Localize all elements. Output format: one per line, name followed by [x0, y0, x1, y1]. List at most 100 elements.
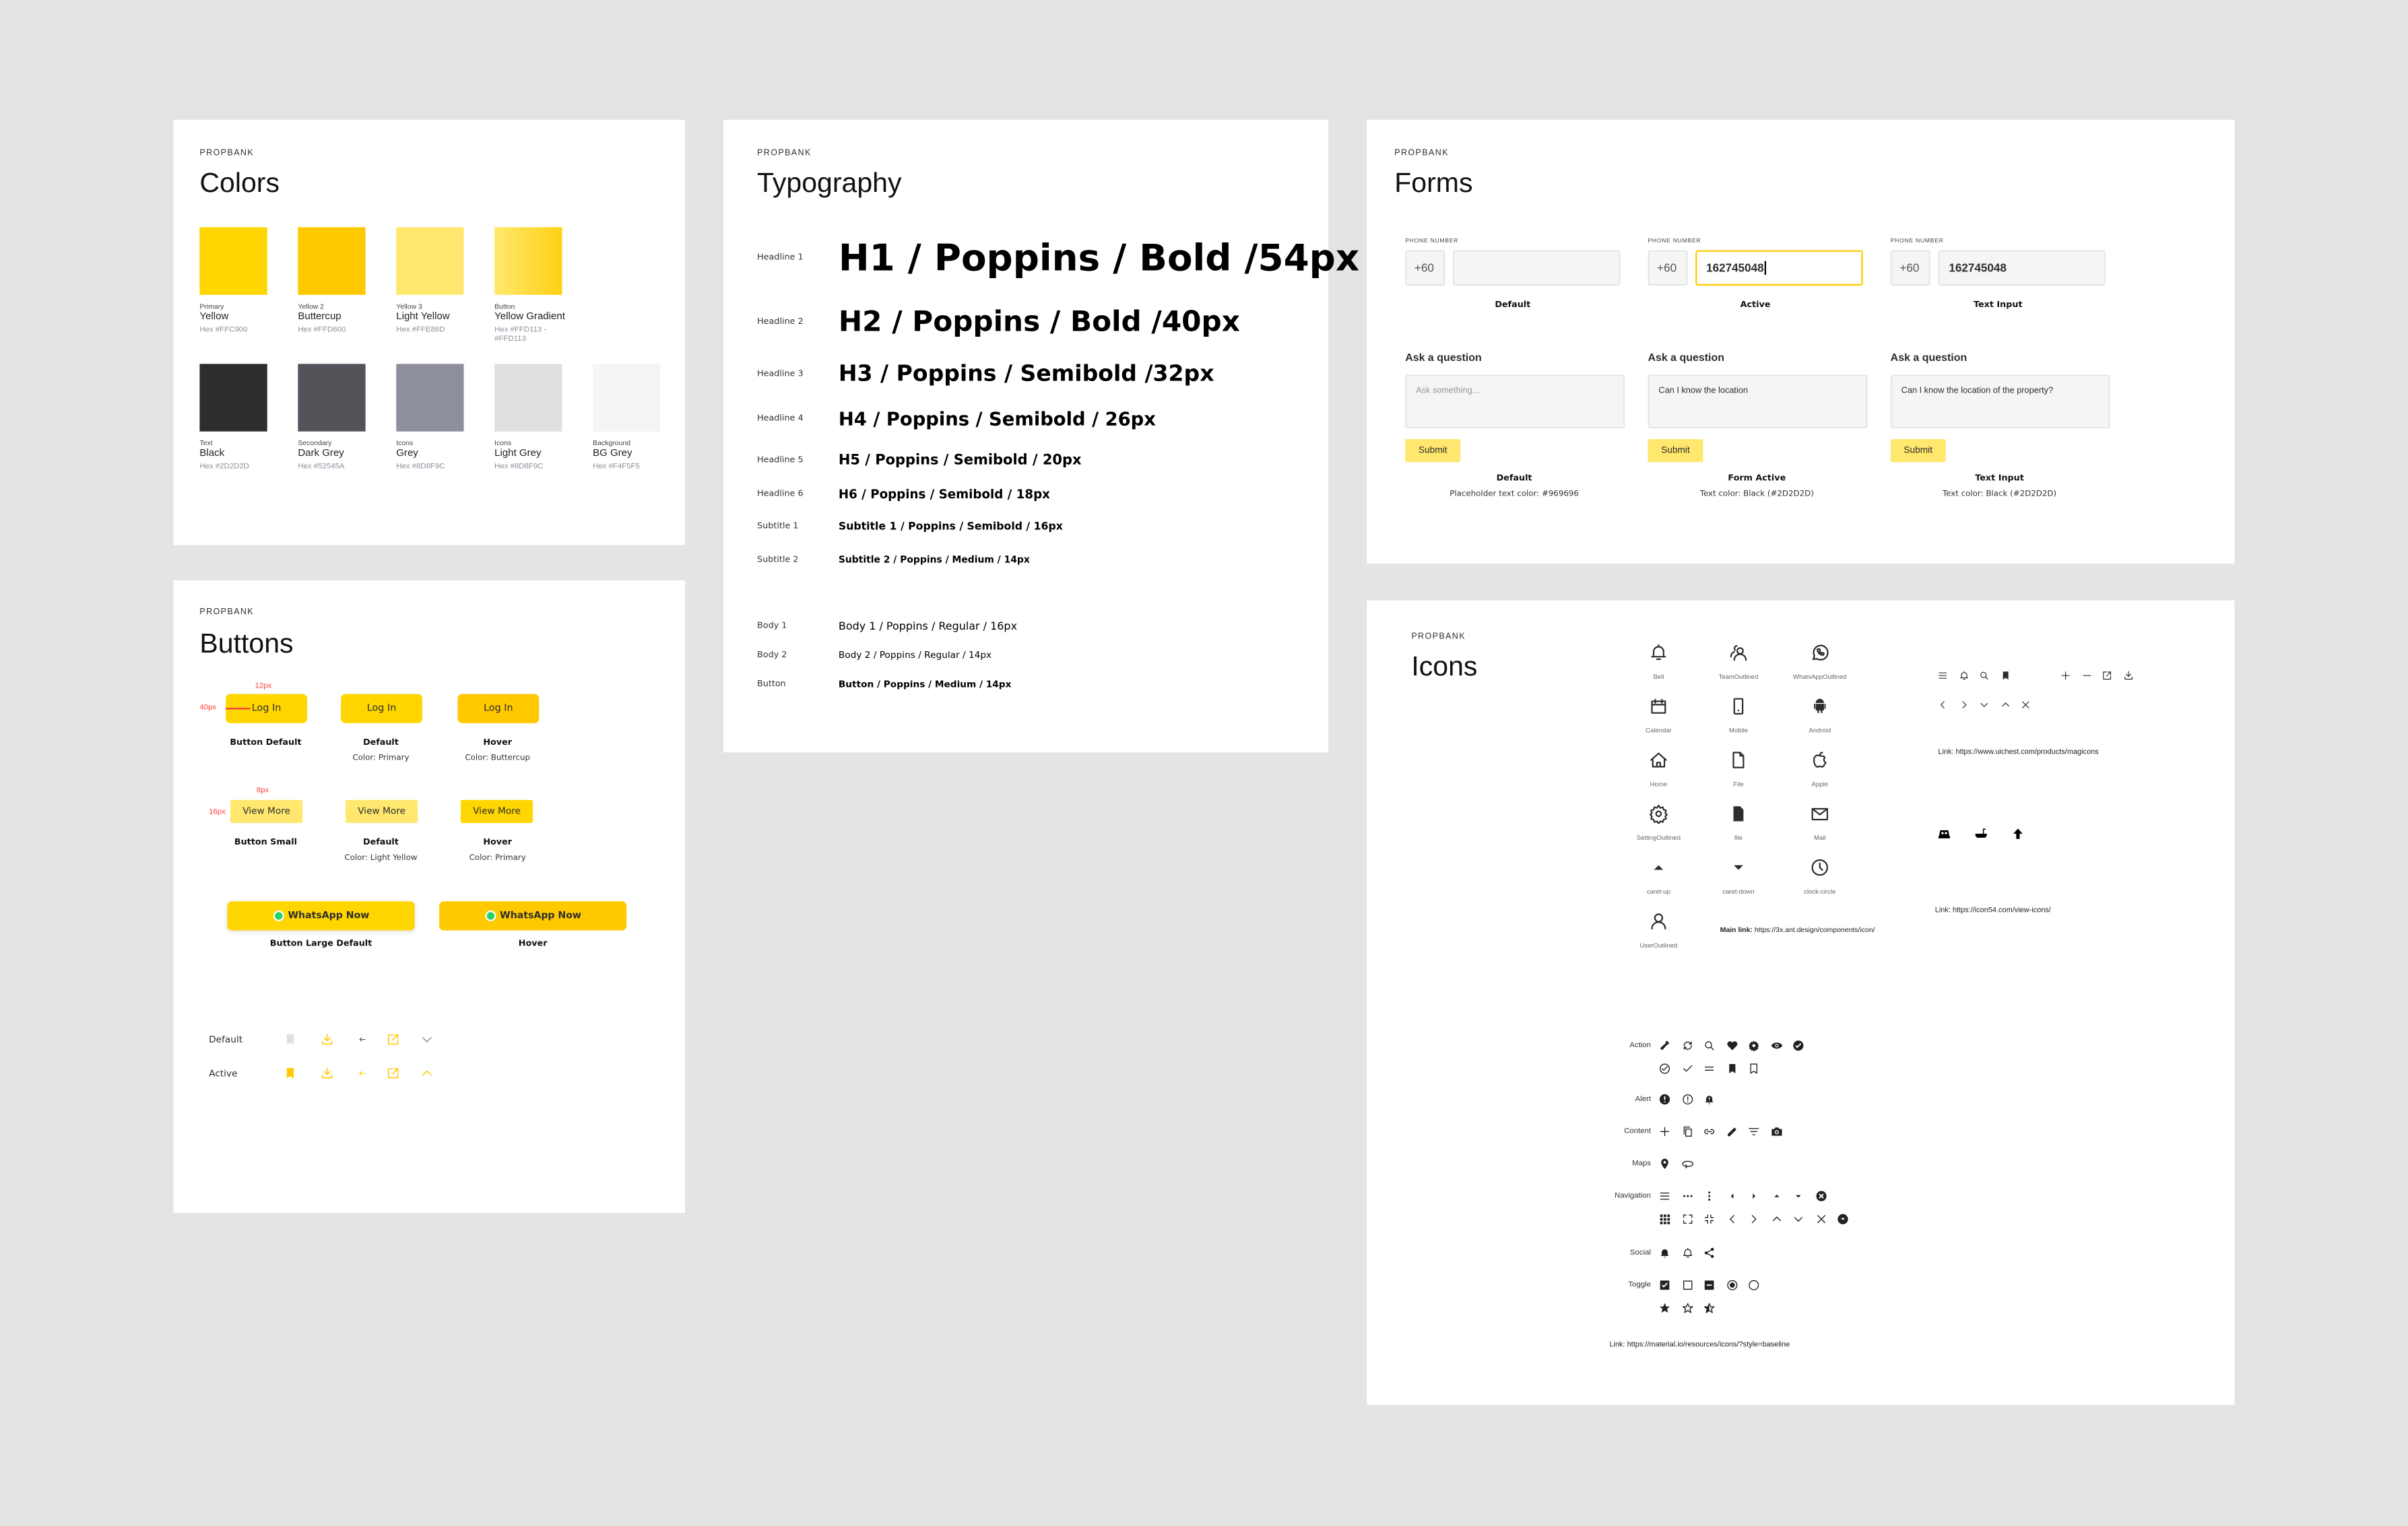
icon-label: Apple — [1811, 780, 1829, 788]
download-icon[interactable] — [320, 1066, 334, 1080]
search-icon — [1703, 1040, 1716, 1052]
arrow-down-small-icon — [1792, 1190, 1804, 1202]
arrow-right-small-icon — [1748, 1190, 1760, 1202]
swatch-hex: Hex #FFE86D — [396, 325, 445, 335]
type-sample: Subtitle 1 / Poppins / Semibold / 16px — [838, 520, 1063, 533]
login-button-spec[interactable]: Log In — [226, 694, 307, 723]
link-icon — [1703, 1125, 1716, 1137]
brand-label: PROPBANK — [757, 149, 812, 158]
search-icon — [1979, 670, 1990, 681]
phone-input[interactable]: 162745048 — [1695, 250, 1863, 286]
phone-label: PHONE NUMBER — [1405, 238, 1459, 244]
type-label: Headline 3 — [757, 370, 804, 380]
viewmore-button-spec[interactable]: View More — [230, 799, 303, 824]
type-sample: Body 1 / Poppins / Regular / 16px — [838, 620, 1018, 633]
colors-panel: PROPBANK Colors Primary Yellow Hex #FFC900… — [173, 119, 685, 545]
question-textarea[interactable]: Can I know the location — [1648, 374, 1868, 429]
phone-prefix[interactable]: +60 — [1648, 250, 1688, 286]
chevron-down-icon[interactable] — [420, 1032, 434, 1047]
icon-label: SettingOutlined — [1636, 834, 1681, 842]
material-group-label: Navigation — [1615, 1191, 1651, 1201]
minus-icon — [2081, 670, 2091, 681]
bookmark-icon — [2000, 670, 2011, 681]
panel-title: Typography — [757, 167, 902, 199]
login-button-hover[interactable]: Log In — [457, 694, 540, 723]
color-swatch — [593, 364, 661, 432]
caption-sub: Color: Buttercup — [465, 754, 531, 764]
whatsapp-button-hover[interactable]: WhatsApp Now — [439, 901, 627, 931]
filter-icon — [1748, 1125, 1760, 1137]
state-default-label: Default — [209, 1034, 243, 1046]
swatch-name: Grey — [396, 448, 418, 459]
material-group-label: Toggle — [1628, 1280, 1651, 1290]
icon54-link[interactable]: Link: https://icon54.com/view-icons/ — [1934, 907, 2051, 915]
bell-icon — [1649, 642, 1669, 663]
arrow-left-icon[interactable] — [358, 1069, 367, 1078]
close-icon — [2020, 700, 2031, 710]
check-circle-icon — [1658, 1062, 1670, 1074]
submit-button[interactable]: Submit — [1405, 439, 1461, 463]
bookmark-icon[interactable] — [284, 1032, 298, 1047]
fullscreen-icon — [1681, 1212, 1693, 1224]
bed-icon — [1937, 827, 1951, 841]
whatsapp-icon — [484, 910, 496, 921]
chevron-up-icon[interactable] — [420, 1066, 434, 1080]
button-label: View More — [242, 806, 290, 817]
type-sample: Subtitle 2 / Poppins / Medium / 14px — [838, 555, 1030, 566]
team-icon — [1728, 642, 1749, 663]
type-label: Headline 4 — [757, 414, 804, 424]
bathtub-icon — [1974, 827, 1988, 841]
swatch-name: Black — [199, 448, 225, 459]
file-filled-icon — [1728, 804, 1749, 824]
ant-link[interactable]: Main link: https://3x.ant.design/compone… — [1720, 926, 1875, 933]
submit-button[interactable]: Submit — [1648, 439, 1703, 463]
star-outline-icon — [1681, 1301, 1693, 1313]
material-link[interactable]: Link: https://material.io/resources/icon… — [1609, 1341, 1790, 1350]
arrow-left-icon[interactable] — [358, 1035, 367, 1044]
icon-label: WhatsAppOutlined — [1792, 672, 1847, 681]
sync-icon — [1681, 1040, 1693, 1052]
phone-label: PHONE NUMBER — [1648, 238, 1701, 244]
viewmore-button-default[interactable]: View More — [346, 799, 418, 824]
question-caption: Text Input — [1975, 474, 2024, 484]
checkbox-icon — [1681, 1279, 1693, 1291]
question-textarea[interactable]: Ask something... — [1405, 374, 1625, 429]
phone-input[interactable]: 162745048 — [1938, 250, 2106, 286]
type-sample: H5 / Poppins / Semibold / 20px — [838, 452, 1082, 469]
viewmore-button-hover[interactable]: View More — [461, 799, 533, 824]
more-vert-icon — [1703, 1190, 1716, 1202]
question-textarea[interactable]: Can I know the location of the property? — [1890, 374, 2110, 429]
type-sample: H1 / Poppins / Bold /54px — [838, 236, 1360, 279]
pencil-icon — [1726, 1125, 1738, 1137]
external-link-icon[interactable] — [386, 1066, 400, 1080]
download-icon — [2122, 670, 2133, 681]
type-sample: H3 / Poppins / Semibold /32px — [838, 362, 1214, 387]
caption-sub: Color: Primary — [352, 754, 410, 764]
chevron-down-icon — [1979, 700, 1990, 710]
whatsapp-button-default[interactable]: WhatsApp Now — [227, 901, 415, 931]
bell-filled-icon — [1658, 1247, 1670, 1259]
caption-sub: Color: Light Yellow — [344, 853, 418, 863]
phone-prefix[interactable]: +60 — [1405, 250, 1445, 286]
apps-icon — [1658, 1212, 1670, 1224]
submit-button[interactable]: Submit — [1890, 439, 1946, 463]
login-button-default[interactable]: Log In — [341, 694, 422, 723]
error-filled-icon — [1658, 1093, 1670, 1105]
download-icon[interactable] — [320, 1032, 334, 1047]
magicons-link[interactable]: Link: https://www.uichest.com/products/m… — [1938, 749, 2099, 758]
question-caption-sub: Text color: Black (#2D2D2D) — [1942, 490, 2057, 499]
question-caption-sub: Text color: Black (#2D2D2D) — [1699, 490, 1814, 499]
bookmark-icon[interactable] — [284, 1066, 298, 1080]
swatch-hex: Hex #F4F5F5 — [593, 462, 640, 471]
type-label: Headline 6 — [757, 490, 804, 499]
phone-input[interactable] — [1452, 250, 1621, 286]
phone-prefix[interactable]: +60 — [1890, 250, 1930, 286]
external-link-icon[interactable] — [386, 1032, 400, 1047]
checkbox-checked-icon — [1658, 1279, 1670, 1291]
swatch-name: Buttercup — [298, 311, 341, 323]
swatch-category: Primary — [199, 302, 224, 310]
file-icon — [1728, 750, 1749, 770]
type-sample: H6 / Poppins / Semibold / 18px — [838, 487, 1050, 502]
home-icon — [1649, 750, 1669, 770]
caret-up-icon — [1652, 861, 1666, 875]
